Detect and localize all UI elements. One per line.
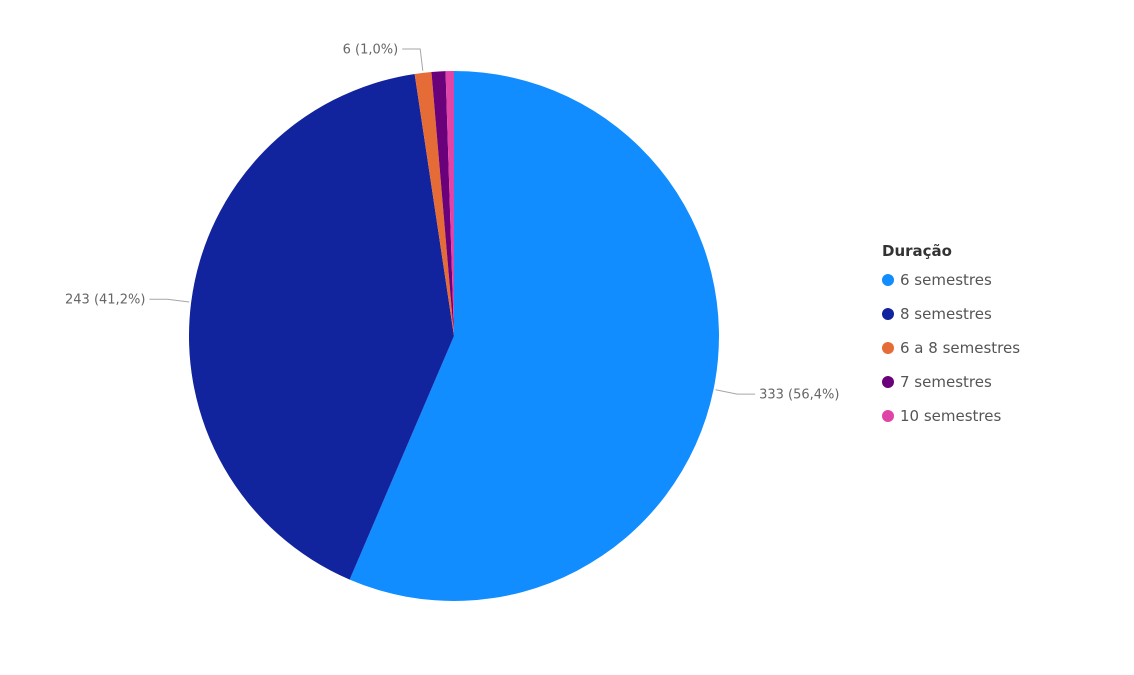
- leader-line-8-semestres: [149, 298, 190, 303]
- pie-slice-7-semestres[interactable]: [431, 71, 454, 336]
- leader-line-6-a-8-semestres: [402, 48, 424, 71]
- pie-slice-6-a-8-semestres[interactable]: [414, 71, 454, 337]
- legend-marker-icon: [882, 376, 894, 388]
- pie-slice-10-semestres[interactable]: [445, 71, 454, 336]
- legend-label: 6 a 8 semestres: [900, 339, 1021, 357]
- legend-items: 6 semestres 8 semestres 6 a 8 semestres 7 s…: [882, 263, 1020, 433]
- legend-item-7-semestres[interactable]: 7 semestres: [882, 365, 1020, 399]
- legend-marker-icon: [882, 274, 894, 286]
- data-label-6-a-8-semestres: 6 (1,0%): [343, 43, 399, 58]
- legend-label: 7 semestres: [900, 373, 992, 391]
- legend-item-6-a-8-semestres[interactable]: 6 a 8 semestres: [882, 331, 1020, 365]
- data-label-6-semestres: 333 (56,4%): [759, 388, 839, 403]
- legend-label: 6 semestres: [900, 271, 992, 289]
- legend-label: 8 semestres: [900, 305, 992, 323]
- legend-item-10-semestres[interactable]: 10 semestres: [882, 399, 1020, 433]
- legend-marker-icon: [882, 308, 894, 320]
- legend-label: 10 semestres: [900, 407, 1002, 425]
- legend-marker-icon: [882, 342, 894, 354]
- data-label-8-semestres: 243 (41,2%): [65, 293, 145, 308]
- legend-item-6-semestres[interactable]: 6 semestres: [882, 263, 1020, 297]
- leader-line-6-semestres: [715, 389, 756, 395]
- legend-item-8-semestres[interactable]: 8 semestres: [882, 297, 1020, 331]
- pie-slices: [188, 71, 719, 601]
- legend-title: Duração: [882, 242, 952, 260]
- pie-slice-8-semestres[interactable]: [188, 73, 454, 580]
- legend-marker-icon: [882, 410, 894, 422]
- chart-legend: Duração 6 semestres 8 semestres 6 a 8 seme…: [882, 240, 1020, 433]
- pie-data-labels: 333 (56,4%) 243 (41,2%) 6 (1,0%): [65, 43, 839, 403]
- pie-slice-6-semestres[interactable]: [349, 71, 719, 601]
